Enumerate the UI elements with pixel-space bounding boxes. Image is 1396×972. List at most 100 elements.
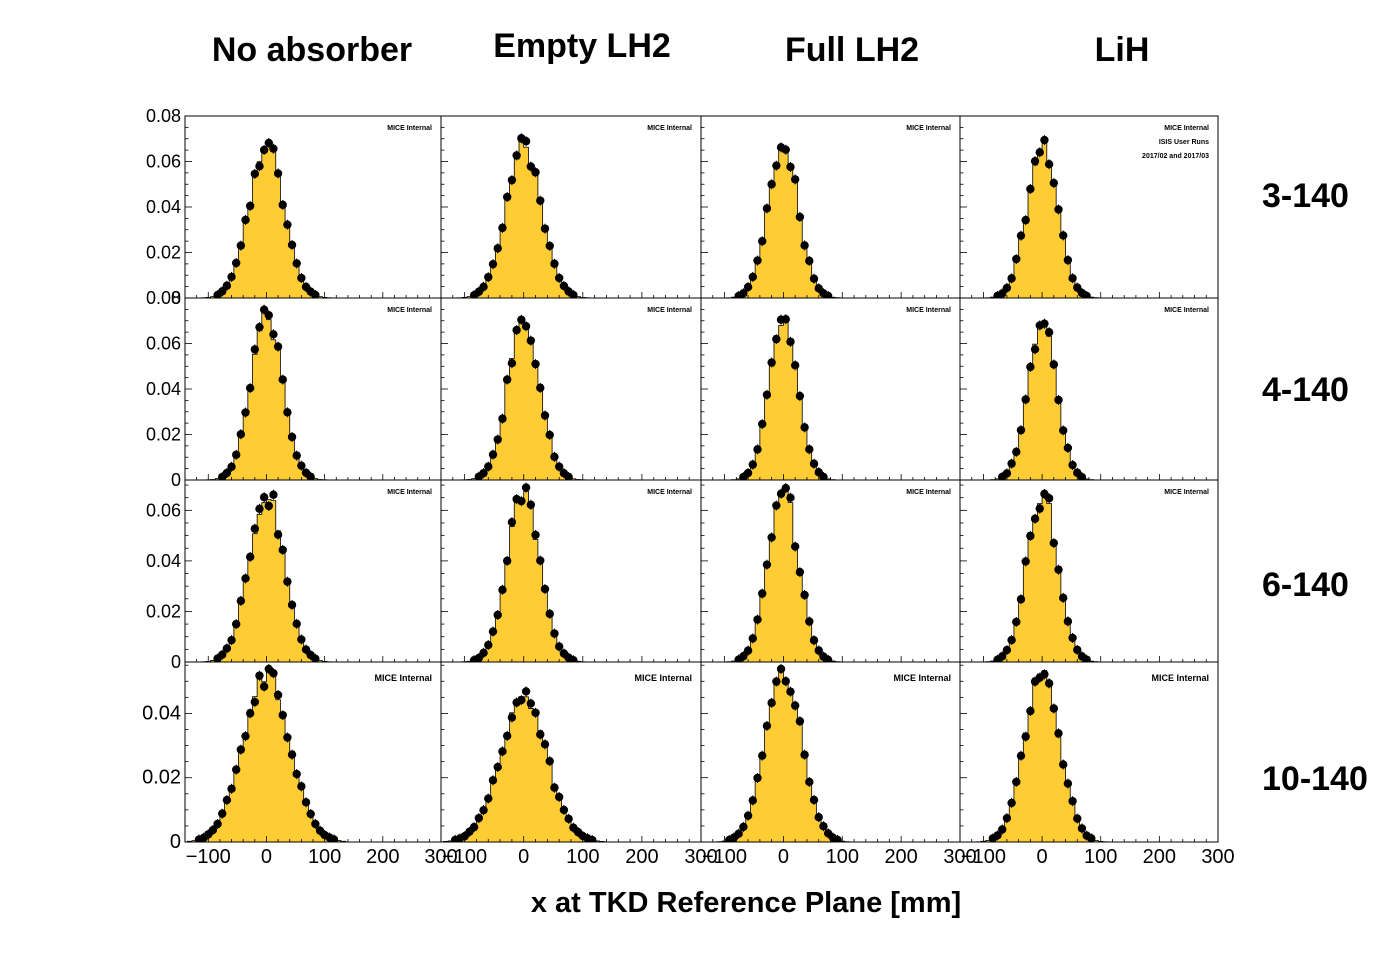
data-point [484, 794, 493, 803]
data-point [588, 835, 597, 842]
data-point [753, 445, 762, 454]
watermark-label: 2017/02 and 2017/03 [1142, 153, 1209, 160]
data-point [507, 517, 517, 527]
watermark-label: MICE Internal [387, 307, 432, 314]
data-point [819, 821, 828, 831]
data-point [479, 282, 488, 292]
watermark-label: MICE Internal [647, 125, 692, 132]
data-point [762, 721, 772, 731]
data-point [790, 701, 800, 710]
x-tick-label: 0 [261, 846, 272, 868]
y-tick-label: 0 [171, 470, 181, 490]
data-point [823, 291, 833, 298]
column-title: LiH [1095, 31, 1150, 69]
watermark-label: MICE Internal [906, 307, 951, 314]
data-point [498, 414, 507, 423]
panel-frame [959, 479, 1219, 663]
histogram-bars [186, 672, 346, 842]
histogram-panel: MICE Internal [184, 479, 442, 663]
data-point [245, 709, 255, 718]
data-point [776, 664, 786, 674]
data-point [283, 220, 292, 229]
data-point [213, 819, 222, 829]
data-point [1073, 283, 1082, 292]
data-point [232, 765, 241, 774]
x-tick-label: −100 [442, 846, 487, 868]
data-point [1049, 360, 1059, 369]
watermark-label: MICE Internal [387, 489, 432, 496]
data-point [1063, 443, 1073, 453]
y-tick-label: 0.02 [146, 601, 181, 621]
x-tick-label: 300 [424, 846, 457, 868]
data-point [1068, 633, 1077, 643]
data-point [241, 408, 250, 417]
data-point [278, 545, 287, 555]
data-point [545, 430, 554, 440]
data-point [526, 162, 536, 171]
panel-frame [700, 661, 961, 843]
data-point [1035, 504, 1044, 513]
data-point [800, 590, 809, 600]
histogram-panel: MICE Internal [700, 661, 961, 843]
data-point [536, 556, 545, 565]
data-point [833, 835, 842, 842]
data-point [1044, 328, 1054, 337]
panel-frame [184, 297, 442, 481]
y-tick-label: 0.02 [146, 243, 181, 263]
data-point [743, 282, 753, 292]
data-point [1021, 557, 1030, 566]
panel-frame [959, 661, 1219, 843]
data-point [1026, 184, 1035, 194]
data-point [259, 145, 269, 155]
histogram-bars [703, 149, 864, 298]
data-point [1007, 635, 1016, 645]
data-point [734, 829, 743, 838]
data-point [564, 814, 573, 824]
data-point [748, 272, 757, 282]
data-point [311, 819, 320, 829]
y-tick-label: 0.06 [146, 334, 181, 354]
data-point [297, 635, 306, 644]
data-point [1044, 679, 1054, 688]
data-point [273, 342, 283, 351]
data-point [1044, 494, 1054, 503]
histogram-panel: MICE Internal [700, 115, 961, 299]
data-point [790, 542, 800, 551]
data-point [1021, 215, 1030, 225]
data-point [753, 773, 762, 783]
data-point [498, 585, 507, 595]
data-point [255, 322, 264, 332]
data-point [1054, 395, 1063, 405]
data-point [278, 710, 287, 720]
data-point [222, 468, 232, 478]
data-point [488, 450, 498, 459]
watermark-label: MICE Internal [1164, 307, 1209, 314]
histogram-panel: MICE Internal [184, 115, 442, 299]
data-point [1012, 447, 1021, 457]
histogram-panel: MICE Internal [959, 661, 1219, 843]
data-point [772, 161, 781, 170]
data-point [1026, 706, 1035, 716]
data-point [758, 419, 767, 429]
y-tick-label: 0.04 [146, 379, 181, 399]
data-point [781, 677, 790, 686]
data-point [786, 162, 795, 172]
data-point [739, 289, 748, 298]
data-point [250, 697, 260, 707]
data-point [809, 459, 819, 468]
data-point [493, 762, 502, 772]
data-point [297, 273, 306, 283]
watermark-label: MICE Internal [906, 489, 951, 496]
y-tick-label: 0.06 [146, 500, 181, 520]
data-point [1012, 617, 1021, 627]
data-point [222, 795, 232, 805]
data-point [484, 272, 493, 282]
data-point [545, 756, 554, 766]
column-title: No absorber [212, 31, 412, 69]
data-point [559, 281, 569, 291]
data-point [748, 460, 757, 469]
data-point [795, 717, 805, 726]
data-point [1077, 472, 1087, 480]
data-point [521, 322, 531, 331]
data-point [245, 383, 255, 393]
